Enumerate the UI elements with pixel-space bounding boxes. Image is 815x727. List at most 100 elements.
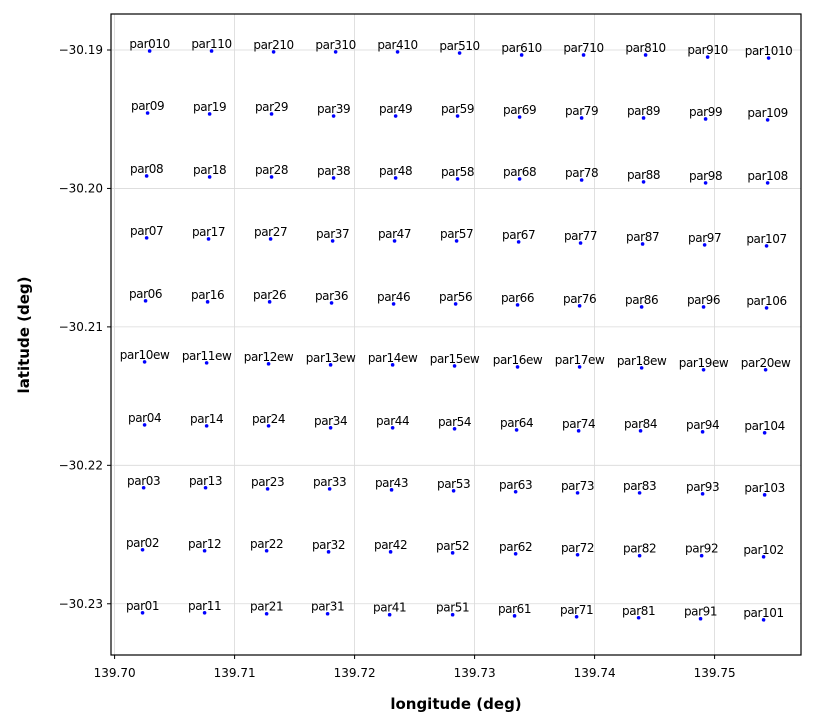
point xyxy=(333,50,338,54)
point-label: par44 xyxy=(376,414,409,428)
y-tick-label: −30.23 xyxy=(59,597,103,611)
point-label: par77 xyxy=(564,229,597,243)
point-label: par89 xyxy=(627,104,660,118)
y-axis-label: latitude (deg) xyxy=(15,277,33,394)
point xyxy=(268,237,273,241)
point-label: par39 xyxy=(317,102,350,116)
point-label: par104 xyxy=(744,419,784,433)
point xyxy=(147,49,152,53)
point-label: par71 xyxy=(560,603,593,617)
point-label: par38 xyxy=(317,164,350,178)
point xyxy=(512,614,517,618)
point xyxy=(640,242,645,246)
point xyxy=(579,116,584,120)
point-label: par66 xyxy=(501,291,534,305)
point xyxy=(766,56,771,60)
point xyxy=(762,430,767,435)
point-label: par46 xyxy=(377,290,410,304)
point xyxy=(701,368,706,372)
point-label: par68 xyxy=(503,165,536,179)
point xyxy=(643,53,648,57)
point-label: par67 xyxy=(502,228,535,242)
point xyxy=(203,485,208,490)
point-label: par69 xyxy=(503,103,536,117)
y-tick-label: −30.21 xyxy=(59,320,103,334)
point-label: par12 xyxy=(188,537,221,551)
x-tick-label: 139.70 xyxy=(94,666,136,680)
point-label: par86 xyxy=(625,293,658,307)
point-label: par73 xyxy=(561,479,594,493)
point-label: par29 xyxy=(255,100,288,114)
point-label: par11 xyxy=(188,599,221,613)
point xyxy=(265,487,270,491)
point-label: par04 xyxy=(128,411,161,425)
point-label: par106 xyxy=(746,294,786,308)
point-label: par28 xyxy=(255,163,288,177)
point-label: par59 xyxy=(441,102,474,116)
point-label: par18ew xyxy=(617,354,667,368)
point-label: par79 xyxy=(565,104,598,118)
point xyxy=(327,487,332,491)
point-label: par43 xyxy=(375,476,408,490)
point xyxy=(763,368,768,372)
x-tick-label: 139.75 xyxy=(694,666,736,680)
point xyxy=(579,178,584,182)
point xyxy=(641,116,646,120)
point-label: par09 xyxy=(131,99,164,113)
point xyxy=(390,363,395,367)
point-label: par103 xyxy=(744,481,784,495)
plot-area xyxy=(111,14,801,655)
point-label: par510 xyxy=(439,39,479,53)
point-label: par14 xyxy=(190,412,223,426)
point-label: par49 xyxy=(379,102,412,116)
point xyxy=(266,424,271,428)
point-label: par48 xyxy=(379,164,412,178)
point xyxy=(454,239,459,243)
point xyxy=(636,615,641,620)
y-tick-label: −30.20 xyxy=(59,181,103,195)
point-label: par99 xyxy=(689,105,722,119)
point-label: par57 xyxy=(440,227,473,241)
point xyxy=(765,118,770,122)
point-label: par08 xyxy=(130,162,163,176)
point xyxy=(576,429,581,433)
point xyxy=(575,552,580,557)
x-tick-label: 139.72 xyxy=(334,666,376,680)
point xyxy=(513,489,518,494)
point xyxy=(699,553,704,558)
point-label: par101 xyxy=(743,606,783,620)
point xyxy=(638,429,643,433)
point xyxy=(395,50,400,54)
point-label: par23 xyxy=(251,475,284,489)
point-label: par01 xyxy=(126,599,159,613)
point xyxy=(207,175,212,179)
point-label: par62 xyxy=(499,540,532,554)
point-label: par610 xyxy=(501,41,541,55)
point-label: par72 xyxy=(561,541,594,555)
point-label: par107 xyxy=(746,232,786,246)
point xyxy=(206,237,211,241)
point-label: par810 xyxy=(625,41,665,55)
point xyxy=(517,115,522,119)
point-label: par96 xyxy=(687,293,720,307)
point xyxy=(765,181,770,185)
point-label: par310 xyxy=(315,38,355,52)
point xyxy=(325,611,330,616)
point xyxy=(761,555,766,559)
point xyxy=(205,300,210,304)
point-label: par07 xyxy=(130,224,163,238)
point-label: par06 xyxy=(129,287,162,301)
point-label: par63 xyxy=(499,478,532,492)
point xyxy=(517,177,522,181)
point-label: par37 xyxy=(316,227,349,241)
point-label: par53 xyxy=(437,477,470,491)
point xyxy=(516,240,521,244)
point-label: par91 xyxy=(684,605,717,619)
point-label: par18 xyxy=(193,163,226,177)
x-tick-label: 139.71 xyxy=(214,666,256,680)
x-tick-label: 139.73 xyxy=(454,666,496,680)
point xyxy=(140,610,145,615)
point xyxy=(515,365,520,369)
point-label: par16 xyxy=(191,288,224,302)
point xyxy=(519,53,524,57)
